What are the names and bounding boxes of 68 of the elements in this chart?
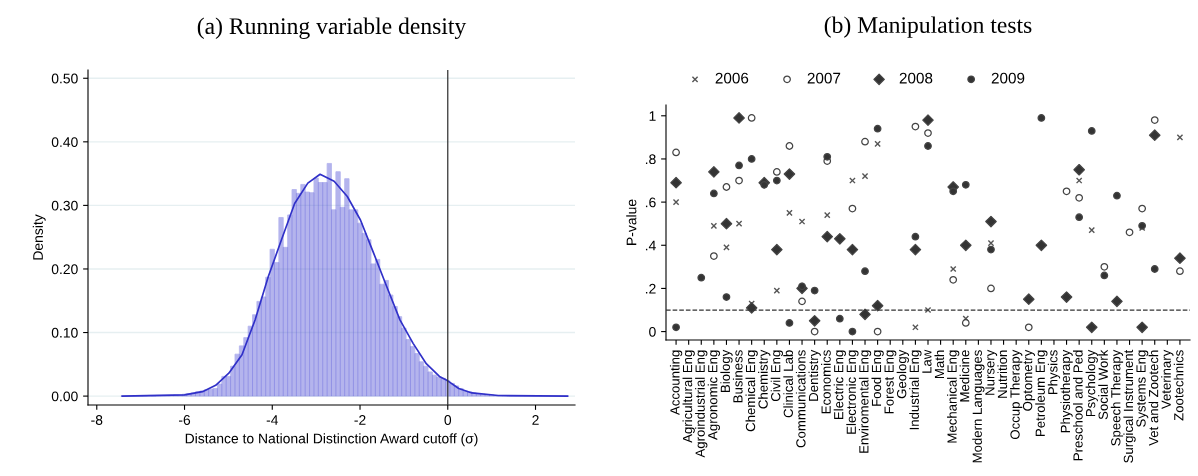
x-tick-label: Agricultural Eng	[682, 350, 695, 443]
x-tick-label: Zootechnics	[1173, 350, 1184, 421]
y-tick-label: 0.10	[51, 327, 78, 338]
x-tick-label: Physics	[1047, 350, 1061, 395]
x-tick-label: Agroindustrial Eng	[695, 350, 708, 458]
x-tick-label: Business	[732, 350, 743, 403]
x-tick-label: Math	[934, 350, 945, 378]
x-tick-label: Chemical Eng	[745, 350, 758, 432]
x-tick-label: Medicine	[959, 350, 970, 402]
y-tick-label: 0.00	[51, 391, 78, 402]
x-tick-label: -8	[91, 415, 103, 425]
x-tick-label: Law	[922, 349, 932, 373]
x-tick-label: Economics	[821, 350, 831, 414]
legend-label: 2009	[991, 72, 1025, 84]
x-tick-label: 0	[444, 415, 452, 425]
x-tick-label: Surgical Instrument	[1123, 349, 1136, 463]
x-tick-label: Dentistry	[808, 349, 821, 401]
y-tick-label: 0.40	[51, 137, 78, 147]
y-tick-label: .8	[645, 154, 656, 165]
x-tick-label: Clinical Lab	[783, 350, 793, 418]
legend-label: 2007	[807, 72, 841, 84]
x-tick-label: Electronic Eng	[846, 350, 859, 434]
x-tick-label: Occup Therapy	[1010, 349, 1023, 440]
x-tick-label: Biology	[720, 349, 733, 392]
x-tick-label: Enviromental Eng	[858, 350, 872, 453]
x-tick-label: -2	[354, 415, 366, 425]
x-tick-label: Accounting	[669, 350, 683, 415]
y-tick-label: 0.20	[51, 264, 78, 275]
legend-label: 2006	[715, 72, 749, 84]
y-axis-title: P-value	[626, 199, 637, 245]
y-tick-label: .6	[645, 197, 656, 208]
x-axis-title: Distance to National Distinction Award cutoff (σ)	[185, 433, 478, 447]
x-tick-label: Industrial Eng	[909, 350, 922, 430]
y-tick-label: .2	[645, 283, 656, 294]
x-tick-label: Speech Therapy	[1110, 349, 1124, 446]
y-tick-label: .4	[645, 240, 656, 251]
x-tick-label: Chemistry	[758, 349, 771, 409]
x-tick-label: Food Eng	[871, 350, 884, 406]
x-tick-label: Communications	[795, 350, 806, 448]
x-tick-label: Nutrition	[997, 350, 1008, 398]
x-tick-label: Systems Eng	[1136, 350, 1149, 427]
x-tick-label: Veterinary	[1161, 349, 1174, 410]
x-tick-label: Social Work	[1098, 349, 1108, 420]
x-tick-label: Modern Languages	[972, 350, 985, 463]
x-tick-label: Optometry	[1022, 349, 1035, 411]
chart-title: (b) Manipulation tests	[824, 16, 1032, 38]
x-tick-label: Nursery	[985, 349, 998, 395]
y-tick-label: 1	[649, 111, 656, 121]
x-tick-label: Psychology	[1085, 349, 1098, 417]
chart-title: (a) Running variable density	[197, 17, 467, 39]
x-tick-label: 2	[532, 415, 539, 425]
x-tick-label: Preschool and Ped	[1073, 350, 1083, 461]
x-tick-label: Electric Eng	[833, 350, 846, 420]
y-tick-label: 0.50	[51, 73, 78, 84]
x-tick-label: Vet and Zootech	[1148, 350, 1159, 446]
x-tick-label: Mechanical Eng	[947, 350, 960, 443]
y-axis-title: Density	[32, 214, 46, 260]
x-tick-label: Forest Eng	[884, 350, 897, 414]
x-tick-label: -4	[266, 415, 279, 425]
y-tick-label: 0.30	[51, 200, 78, 211]
x-tick-label: Agronomic Eng	[707, 350, 721, 440]
x-tick-label: Geology	[896, 349, 909, 399]
y-tick-label: 0	[649, 326, 656, 337]
legend-label: 2008	[899, 72, 933, 84]
x-tick-label: Petroleum Eng	[1035, 350, 1048, 436]
x-tick-label: Physiotherapy	[1060, 349, 1073, 433]
x-tick-label: -6	[178, 415, 191, 425]
x-tick-label: Civil Eng	[770, 350, 783, 402]
